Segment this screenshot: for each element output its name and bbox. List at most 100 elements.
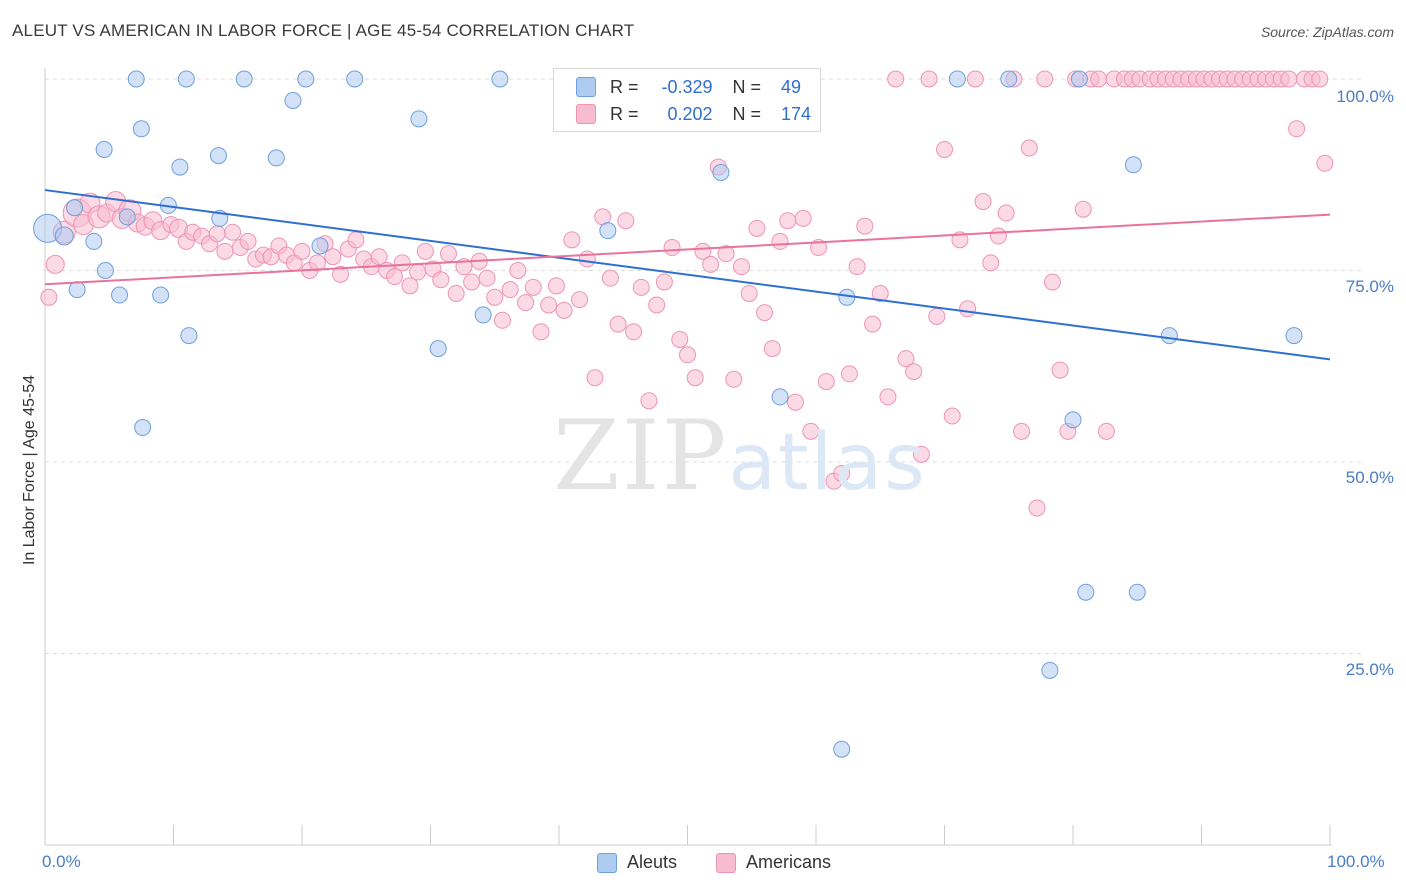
aleut-point — [948, 70, 966, 88]
aleut-point — [1160, 327, 1178, 345]
american-r-value: 0.202 — [667, 103, 713, 124]
y-tick-label: 50.0% — [1345, 468, 1394, 487]
aleut-point — [118, 208, 136, 226]
american-point — [679, 346, 696, 364]
american-point — [905, 363, 923, 381]
american-point — [943, 407, 961, 425]
american-point — [833, 464, 851, 482]
american-point — [601, 269, 619, 287]
american-n-value: 174 — [780, 103, 812, 124]
american-point — [625, 323, 643, 341]
aleut-point — [134, 419, 152, 437]
american-point — [974, 193, 992, 211]
american-point — [794, 209, 812, 227]
american-point — [401, 277, 419, 295]
american-point — [293, 242, 311, 260]
aleut-point — [346, 70, 364, 88]
aleut-point — [491, 70, 509, 88]
aleut-point — [180, 327, 198, 345]
american-point — [1316, 154, 1334, 172]
american-point — [463, 273, 481, 291]
x-tick-label-min: 0.0% — [42, 852, 81, 871]
american-point — [555, 301, 573, 319]
american-point — [224, 223, 242, 241]
american-point — [897, 350, 915, 368]
aleut-point — [209, 147, 227, 165]
american-point — [1036, 70, 1054, 88]
american-point — [740, 284, 758, 302]
y-tick-label: 75.0% — [1345, 277, 1394, 296]
american-point — [848, 258, 866, 276]
american-point — [1028, 499, 1046, 517]
source-label: Source: ZipAtlas.com — [1260, 24, 1394, 40]
aleut-point — [96, 262, 114, 279]
aleut-point — [54, 226, 74, 246]
aleut-point — [712, 163, 730, 181]
american-point — [928, 307, 946, 325]
american-point — [1090, 70, 1108, 88]
american-point — [997, 204, 1015, 222]
american-point — [1280, 70, 1298, 88]
aleut-point — [1000, 70, 1018, 88]
american-point — [920, 70, 938, 88]
aleut-point — [410, 110, 428, 128]
aleut-point — [85, 232, 103, 250]
grid-lines — [45, 78, 1365, 654]
american-point — [332, 265, 350, 283]
american-point — [663, 239, 681, 257]
aleut-point — [1124, 156, 1142, 174]
r-label: R = — [610, 103, 639, 124]
aleut-point — [66, 199, 84, 217]
n-label: N = — [732, 103, 762, 124]
american-point — [966, 70, 984, 88]
stats-legend: R = -0.329 N = 49 R = 0.202 N = 174 — [553, 68, 821, 132]
aleut-swatch — [597, 852, 617, 873]
american-point — [216, 242, 234, 260]
american-point — [617, 212, 635, 230]
american-point — [763, 340, 781, 358]
american-point — [655, 273, 673, 291]
american-point — [640, 392, 658, 410]
american-point — [1013, 422, 1031, 440]
american-point — [959, 300, 977, 318]
american-point — [912, 445, 930, 463]
legend-row-aleut: R = -0.329 N = 49 — [576, 75, 801, 99]
american-point — [478, 269, 496, 287]
american-point — [45, 254, 65, 274]
american-point — [1311, 70, 1329, 88]
american-point — [717, 245, 735, 263]
american-point — [748, 219, 766, 237]
legend-item-americans: Americans — [716, 852, 831, 873]
american-point — [586, 369, 604, 387]
american-point — [578, 250, 596, 268]
aleut-point — [1285, 327, 1303, 345]
american-point — [40, 288, 58, 306]
aleut-point — [152, 286, 170, 304]
aleut-point — [1041, 661, 1059, 679]
x-tick-label-max: 100.0% — [1327, 852, 1385, 871]
american-point — [648, 296, 666, 314]
legend-row-american: R = 0.202 N = 174 — [576, 102, 811, 126]
american-point — [370, 248, 388, 266]
y-tick-label: 100.0% — [1336, 87, 1394, 106]
american-point — [308, 254, 326, 272]
american-point — [879, 388, 897, 406]
american-point — [393, 254, 411, 272]
american-point — [702, 255, 720, 273]
american-point — [1074, 200, 1092, 218]
aleut-point — [771, 388, 789, 406]
american-swatch — [716, 852, 736, 873]
american-point — [409, 263, 427, 281]
aleut-point — [132, 120, 150, 138]
american-point — [779, 212, 797, 230]
american-point — [1051, 361, 1069, 379]
y-tick-label: 25.0% — [1345, 660, 1394, 679]
american-point — [532, 323, 550, 341]
american-point — [416, 242, 434, 260]
aleut-point — [833, 740, 851, 758]
american-point — [936, 140, 953, 158]
american-point — [509, 262, 527, 279]
aleut-point — [284, 91, 302, 109]
american-point — [324, 248, 342, 266]
